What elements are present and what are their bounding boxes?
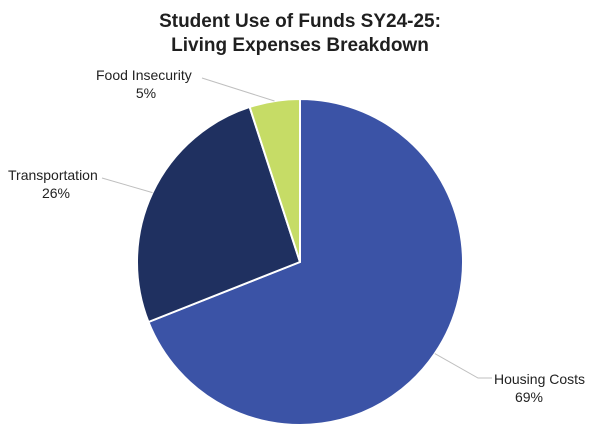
leader-line-food-insecurity: [201, 77, 275, 102]
pie-slice-food-insecurity: [248, 98, 301, 263]
pie-labels: Housing Costs 69% Transportation 26% Food In…: [8, 67, 585, 405]
pie-slices: [136, 98, 464, 426]
slice-value-food-insecurity: 5%: [136, 85, 156, 101]
leader-line-transportation: [101, 177, 153, 194]
slice-value-transportation: 26%: [42, 185, 70, 201]
slice-label-housing-costs: Housing Costs: [494, 371, 585, 387]
chart-title-block: Student Use of Funds SY24-25: Living Exp…: [0, 10, 600, 58]
slice-label-food-insecurity: Food Insecurity: [96, 67, 192, 83]
leader-line-housing-costs: [434, 353, 492, 379]
slice-value-housing-costs: 69%: [515, 389, 543, 405]
chart-subtitle: Living Expenses Breakdown: [171, 35, 429, 56]
chart-title: Student Use of Funds SY24-25:: [159, 11, 441, 32]
pie-slice-housing-costs: [147, 98, 464, 426]
slice-label-transportation: Transportation: [8, 167, 98, 183]
